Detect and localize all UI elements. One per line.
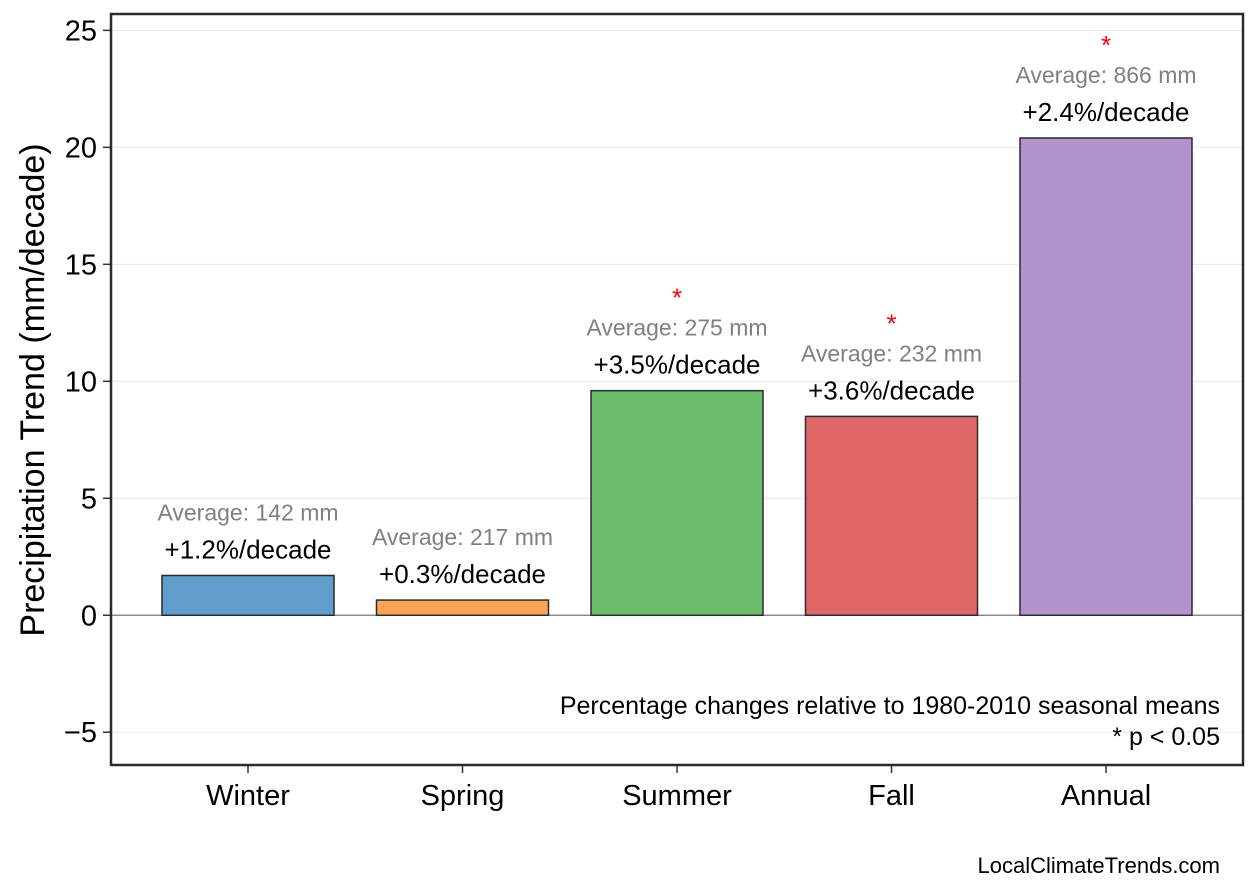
- y-axis-label: Precipitation Trend (mm/decade): [14, 143, 52, 636]
- bar-spring: [375, 599, 550, 617]
- bar-winter: [161, 574, 335, 617]
- pct-label: +2.4%/decade: [1023, 97, 1190, 127]
- x-tick-label: Fall: [868, 780, 915, 812]
- y-tick-label: 5: [81, 483, 97, 515]
- percentage-note: Percentage changes relative to 1980-2010…: [560, 692, 1220, 720]
- y-tick-label: 20: [65, 132, 97, 164]
- bar-summer: [590, 389, 764, 617]
- credit-text: LocalClimateTrends.com: [978, 853, 1221, 878]
- average-label: Average: 866 mm: [1015, 62, 1196, 88]
- x-tick-label: Annual: [1061, 780, 1151, 812]
- pct-label: +3.5%/decade: [594, 350, 761, 380]
- plot-frame: [109, 12, 1245, 767]
- significance-marker: *: [672, 283, 682, 313]
- y-tick-label: 10: [65, 366, 97, 398]
- bars: [161, 137, 1193, 617]
- x-tick-label: Winter: [206, 780, 290, 812]
- y-tick-label: 15: [65, 249, 97, 281]
- pct-label: +0.3%/decade: [379, 559, 546, 589]
- bar-annual: [1019, 137, 1193, 617]
- significance-marker: *: [1101, 30, 1111, 60]
- average-label: Average: 217 mm: [372, 524, 553, 550]
- pct-label: +1.2%/decade: [165, 534, 332, 564]
- significance-marker: *: [886, 308, 896, 338]
- bar-labels: +1.2%/decade Average: 142 mm +0.3%/decade A…: [157, 30, 1196, 589]
- pct-label: +3.6%/decade: [808, 375, 975, 405]
- y-tick-label: 25: [65, 15, 97, 47]
- y-tick-label: −5: [64, 717, 97, 749]
- bar-fall: [804, 415, 979, 617]
- x-tick-label: Spring: [421, 780, 505, 812]
- average-label: Average: 232 mm: [801, 340, 982, 366]
- significance-note: * p < 0.05: [1112, 723, 1220, 751]
- axes: −5 0 5 10 15 20 25 Winter Spring Summer Fall Annual: [64, 12, 1245, 812]
- average-label: Average: 142 mm: [157, 499, 338, 525]
- y-tick-label: 0: [81, 600, 97, 632]
- average-label: Average: 275 mm: [586, 315, 767, 341]
- x-tick-label: Summer: [622, 780, 732, 812]
